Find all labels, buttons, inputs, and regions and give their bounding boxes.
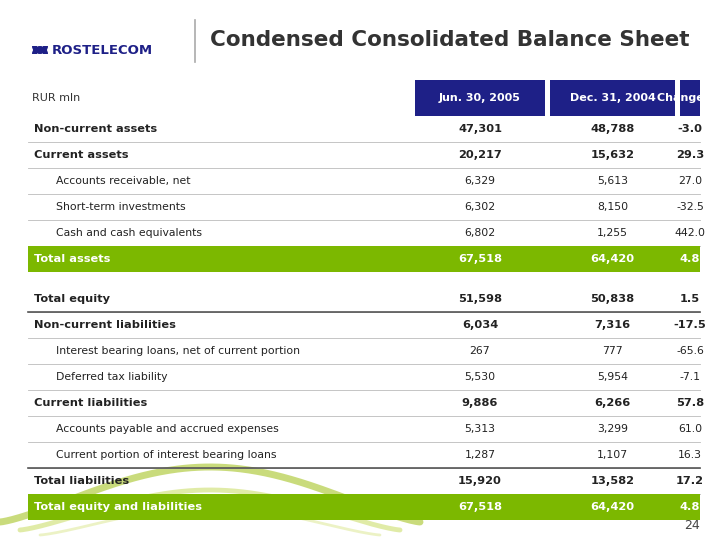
Text: Total equity and liabilities: Total equity and liabilities xyxy=(34,502,202,512)
Text: Total equity: Total equity xyxy=(34,294,110,304)
Text: 6,034: 6,034 xyxy=(462,320,498,330)
Text: 1.5: 1.5 xyxy=(680,294,700,304)
Text: 6,329: 6,329 xyxy=(464,176,495,186)
Text: -7.1: -7.1 xyxy=(680,372,701,382)
Text: Change, %: Change, % xyxy=(657,93,720,103)
Text: Cash and cash equivalents: Cash and cash equivalents xyxy=(56,228,202,238)
Text: 1,255: 1,255 xyxy=(597,228,628,238)
Text: 5,313: 5,313 xyxy=(464,424,495,434)
Text: -3.0: -3.0 xyxy=(678,124,703,134)
Text: Short-term investments: Short-term investments xyxy=(56,202,186,212)
Text: Current portion of interest bearing loans: Current portion of interest bearing loan… xyxy=(56,450,276,460)
Text: -65.6: -65.6 xyxy=(676,346,704,356)
Text: 64,420: 64,420 xyxy=(590,502,634,512)
Text: Condensed Consolidated Balance Sheet: Condensed Consolidated Balance Sheet xyxy=(210,30,690,50)
Text: 267: 267 xyxy=(469,346,490,356)
Text: 6,302: 6,302 xyxy=(464,202,495,212)
Text: 29.3: 29.3 xyxy=(676,150,704,160)
Text: 6,266: 6,266 xyxy=(595,398,631,408)
Text: 15,920: 15,920 xyxy=(458,476,502,486)
Text: Dec. 31, 2004: Dec. 31, 2004 xyxy=(570,93,655,103)
Text: 9,886: 9,886 xyxy=(462,398,498,408)
Text: 64,420: 64,420 xyxy=(590,254,634,264)
Text: 7,316: 7,316 xyxy=(595,320,631,330)
Text: 5,613: 5,613 xyxy=(597,176,628,186)
Text: RUR mln: RUR mln xyxy=(32,93,80,103)
Text: 27.0: 27.0 xyxy=(678,176,702,186)
Wedge shape xyxy=(32,46,48,54)
Text: -17.5: -17.5 xyxy=(674,320,706,330)
Text: Total liabilities: Total liabilities xyxy=(34,476,129,486)
Text: Accounts receivable, net: Accounts receivable, net xyxy=(56,176,191,186)
Text: 1,287: 1,287 xyxy=(464,450,495,460)
Text: 61.0: 61.0 xyxy=(678,424,702,434)
Text: 3,299: 3,299 xyxy=(597,424,628,434)
Bar xyxy=(550,80,675,116)
Text: 24: 24 xyxy=(684,519,700,532)
Text: Non-current liabilities: Non-current liabilities xyxy=(34,320,176,330)
Text: 48,788: 48,788 xyxy=(590,124,634,134)
Text: 442.0: 442.0 xyxy=(675,228,706,238)
Text: 67,518: 67,518 xyxy=(458,502,502,512)
Text: 5,530: 5,530 xyxy=(464,372,495,382)
Wedge shape xyxy=(32,46,48,54)
Text: Current liabilities: Current liabilities xyxy=(34,398,148,408)
Text: 16.3: 16.3 xyxy=(678,450,702,460)
Text: 51,598: 51,598 xyxy=(458,294,502,304)
Text: Deferred tax liability: Deferred tax liability xyxy=(56,372,168,382)
Text: Total assets: Total assets xyxy=(34,254,110,264)
Bar xyxy=(28,494,700,520)
Text: 15,632: 15,632 xyxy=(590,150,634,160)
Text: Accounts payable and accrued expenses: Accounts payable and accrued expenses xyxy=(56,424,279,434)
Text: Jun. 30, 2005: Jun. 30, 2005 xyxy=(439,93,521,103)
Text: Non-current assets: Non-current assets xyxy=(34,124,157,134)
Bar xyxy=(680,80,700,116)
Text: Current assets: Current assets xyxy=(34,150,128,160)
Text: Interest bearing loans, net of current portion: Interest bearing loans, net of current p… xyxy=(56,346,300,356)
Text: 777: 777 xyxy=(602,346,623,356)
Text: 57.8: 57.8 xyxy=(676,398,704,408)
Text: 6,802: 6,802 xyxy=(464,228,495,238)
Bar xyxy=(415,80,545,116)
Text: 1,107: 1,107 xyxy=(597,450,628,460)
Text: 4.8: 4.8 xyxy=(680,254,700,264)
Text: 17.2: 17.2 xyxy=(676,476,704,486)
Text: 20,217: 20,217 xyxy=(458,150,502,160)
Text: 4.8: 4.8 xyxy=(680,502,700,512)
Text: 47,301: 47,301 xyxy=(458,124,502,134)
Bar xyxy=(28,246,700,272)
Text: -32.5: -32.5 xyxy=(676,202,704,212)
Text: 5,954: 5,954 xyxy=(597,372,628,382)
Text: 50,838: 50,838 xyxy=(590,294,634,304)
Text: 67,518: 67,518 xyxy=(458,254,502,264)
Text: ROSTELECOM: ROSTELECOM xyxy=(52,44,153,57)
Text: 13,582: 13,582 xyxy=(590,476,634,486)
Text: 8,150: 8,150 xyxy=(597,202,628,212)
